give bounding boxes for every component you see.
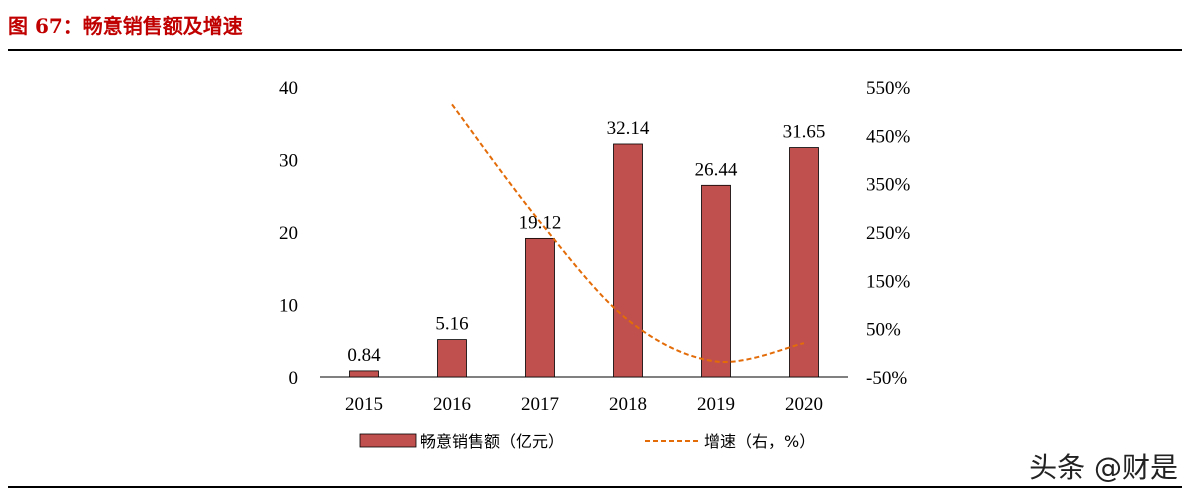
right-tick-label: -50% — [866, 368, 907, 389]
legend-bar-swatch — [359, 433, 417, 448]
bar — [525, 237, 555, 378]
right-tick-label: 550% — [866, 78, 911, 99]
right-tick-label: 450% — [866, 126, 911, 147]
bottom-rule — [8, 486, 1182, 488]
legend-line-label: 增速（右，%） — [704, 432, 815, 451]
title-rule — [8, 49, 1182, 51]
right-tick-label: 350% — [866, 175, 911, 196]
x-tick-label: 2016 — [433, 394, 471, 415]
bar-data-label: 26.44 — [695, 159, 738, 180]
bar — [789, 147, 819, 378]
bar-data-label: 32.14 — [607, 118, 650, 139]
right-tick-label: 250% — [866, 223, 911, 244]
legend-bar-label: 畅意销售额（亿元） — [420, 432, 564, 451]
right-tick-label: 50% — [866, 320, 901, 341]
figure-title: 图 67：畅意销售额及增速 — [8, 14, 243, 38]
x-tick-label: 2018 — [609, 394, 647, 415]
bar — [349, 370, 379, 378]
right-tick-label: 150% — [866, 271, 911, 292]
x-tick-label: 2020 — [785, 394, 823, 415]
left-tick-label: 0 — [289, 368, 299, 389]
bar-data-label: 5.16 — [435, 314, 468, 335]
bar — [613, 143, 643, 378]
bar — [437, 339, 467, 378]
bar-data-label: 0.84 — [347, 345, 381, 366]
left-tick-label: 10 — [279, 296, 298, 317]
left-tick-label: 20 — [279, 223, 298, 244]
x-tick-label: 2015 — [345, 394, 383, 415]
left-tick-label: 30 — [279, 151, 298, 172]
left-tick-label: 40 — [279, 78, 298, 99]
x-tick-label: 2019 — [697, 394, 735, 415]
growth-line — [451, 103, 805, 364]
watermark: 头条 @财是 — [1029, 451, 1178, 484]
bar — [701, 184, 731, 378]
bar-data-label: 31.65 — [783, 122, 826, 143]
x-tick-label: 2017 — [521, 394, 559, 415]
